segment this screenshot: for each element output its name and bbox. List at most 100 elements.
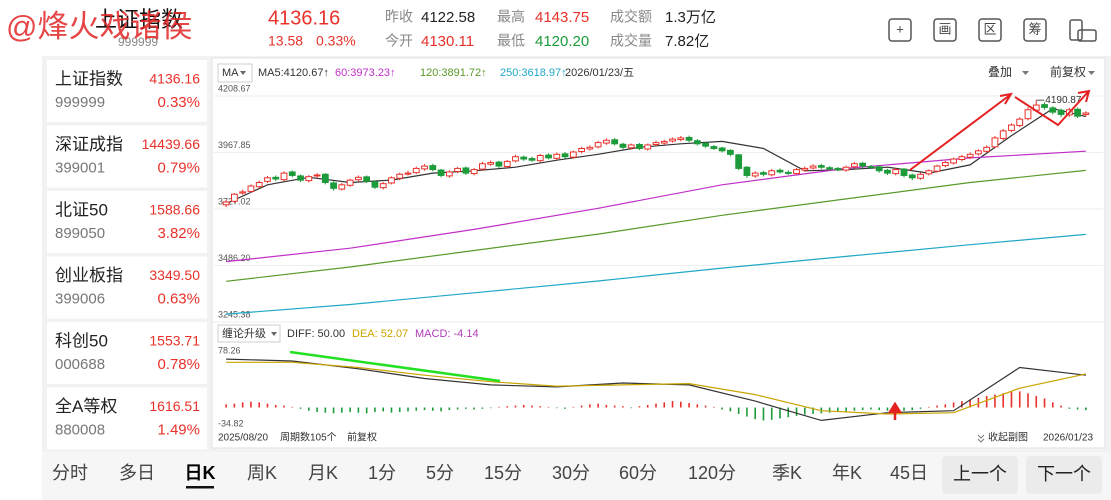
candle-body: [594, 142, 602, 148]
sidebar-price: 4136.16: [149, 71, 200, 87]
candle-body: [908, 174, 916, 179]
candle-body: [355, 176, 362, 181]
overlay-button[interactable]: 叠加: [988, 65, 1012, 79]
nav-button[interactable]: 上一个: [942, 456, 1018, 494]
macd-bar: [299, 407, 302, 409]
candle-body: [412, 167, 420, 174]
legend-entry: 60:3973.23↑: [335, 67, 396, 79]
macd-bar: [1052, 402, 1054, 408]
toolbar-icon[interactable]: 筹: [1023, 18, 1047, 42]
stat-value: 1.3万亿: [665, 9, 716, 26]
period-tab[interactable]: 日K: [185, 463, 216, 483]
sidebar-item[interactable]: 科创50 1553.71 000688 0.78%: [47, 322, 207, 384]
toolbar-icon[interactable]: +: [888, 18, 912, 42]
watermark: @烽火戏诸侯: [6, 9, 192, 44]
macd-bar: [1076, 407, 1079, 410]
icon-frame: [978, 18, 1002, 42]
candle-body: [636, 143, 643, 149]
candle-body: [388, 177, 395, 184]
indicator-button[interactable]: [217, 63, 253, 83]
macd-bar: [663, 402, 666, 408]
macd-bar: [729, 407, 732, 412]
sidebar-price: 1588.66: [149, 202, 200, 218]
macd-bar: [415, 407, 418, 411]
macd-bar: [919, 407, 922, 409]
macd-bar: [969, 399, 971, 408]
nav-button[interactable]: 下一个: [1026, 456, 1102, 494]
sidebar-code: 899050: [55, 225, 105, 242]
macd-bar: [225, 404, 227, 408]
sidebar-item[interactable]: 全A等权 1616.51 880008 1.49%: [47, 387, 207, 450]
index-price: 4136.16: [268, 7, 340, 29]
period-tab[interactable]: 5分: [426, 463, 454, 483]
period-tab[interactable]: 季K: [772, 463, 802, 483]
macd-bar: [737, 407, 740, 414]
macd-bar: [952, 402, 955, 408]
sidebar-item[interactable]: 创业板指 3349.50 399006 0.63%: [47, 256, 207, 319]
candle-body: [297, 175, 304, 181]
candle-body: [950, 158, 957, 164]
macd-bar: [283, 405, 285, 408]
macd-bar: [1027, 393, 1029, 408]
candle-body: [834, 167, 842, 171]
macd-bar: [407, 407, 409, 412]
macd-bar: [638, 406, 641, 408]
macd-bar: [870, 407, 872, 410]
candle-body: [983, 146, 991, 152]
candle-body: [404, 172, 412, 175]
sidebar-item[interactable]: 深证成指 14439.66 399001 0.79%: [47, 125, 207, 188]
macd-bar: [423, 407, 426, 411]
macd-bar: [589, 404, 591, 408]
macd-bar: [539, 406, 542, 408]
stat-value: 4122.58: [421, 9, 475, 26]
macd-bar: [1035, 395, 1038, 408]
period-tab[interactable]: 15分: [484, 463, 522, 483]
y-tick-label: 3245.38: [218, 309, 251, 319]
sidebar-item[interactable]: 上证指数 4136.16 999999 0.33%: [47, 60, 207, 122]
candle-body: [859, 162, 867, 167]
period-tab[interactable]: 60分: [619, 463, 657, 483]
icon-label: +: [896, 21, 904, 36]
period-tab[interactable]: 年K: [832, 463, 862, 483]
macd-bar: [754, 407, 756, 420]
period-tab[interactable]: 周K: [247, 463, 277, 483]
sidebar-item[interactable]: 北证50 1588.66 899050 3.82%: [47, 191, 207, 253]
indicator-button[interactable]: [217, 324, 281, 343]
adjust-button[interactable]: 前复权: [1050, 64, 1086, 79]
candle-body: [437, 169, 445, 176]
dropdown-arrow: [240, 71, 246, 75]
candle-body: [941, 162, 949, 167]
period-tab[interactable]: 月K: [308, 463, 338, 483]
period-tab[interactable]: 分时: [52, 463, 88, 483]
period-tab[interactable]: 多日: [119, 463, 155, 483]
macd-bar: [837, 407, 839, 413]
sidebar-price: 1553.71: [149, 333, 200, 349]
candle-body: [999, 130, 1007, 139]
macd-bar: [564, 407, 566, 409]
period-tab[interactable]: 1分: [368, 463, 396, 483]
candle-body: [495, 161, 503, 167]
rotate-icon[interactable]: [1069, 19, 1097, 42]
period-tab[interactable]: 120分: [688, 463, 736, 483]
period-tab[interactable]: 45日: [890, 463, 928, 483]
macd-bar: [440, 407, 442, 412]
candle-body: [503, 160, 511, 168]
macd-bar: [746, 407, 748, 417]
period-tab[interactable]: 30分: [552, 463, 590, 483]
candle-body: [1049, 107, 1057, 113]
sidebar-code: 399006: [55, 290, 105, 307]
candle-body: [264, 177, 271, 182]
tab-bar: [42, 452, 1111, 500]
candle-body: [735, 154, 743, 169]
candle-body: [1041, 104, 1048, 108]
candle-body: [288, 171, 296, 176]
toolbar-icon[interactable]: 区: [978, 18, 1002, 42]
candle-body: [305, 176, 313, 182]
macd-bar: [1068, 407, 1071, 409]
candle-body: [875, 166, 883, 172]
toolbar-icon[interactable]: 画: [933, 18, 957, 42]
candle-body: [280, 172, 288, 181]
macd-bar: [853, 407, 856, 411]
collapse-button[interactable]: 收起副图: [988, 431, 1028, 444]
candle-body: [247, 185, 255, 192]
